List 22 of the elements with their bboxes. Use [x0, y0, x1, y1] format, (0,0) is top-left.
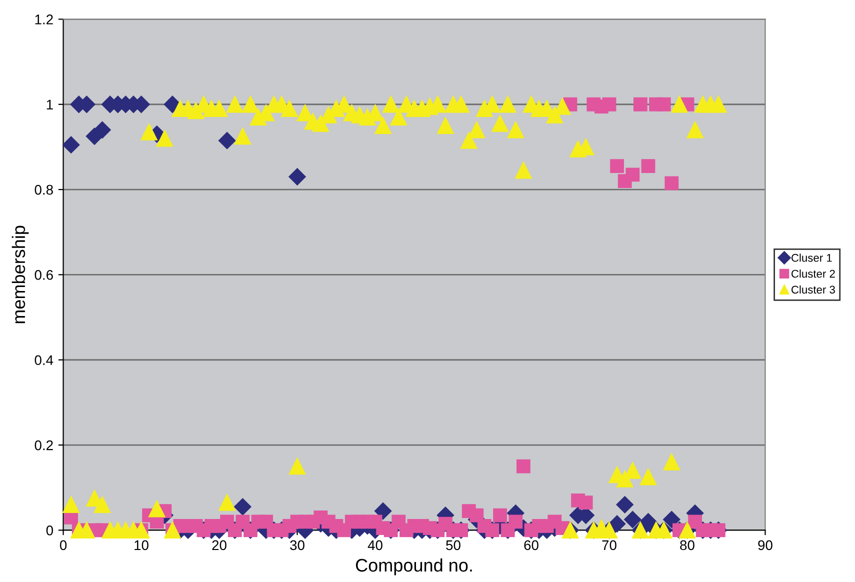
y-tick-label: 1 — [46, 100, 53, 110]
legend-label: Cluser 1 — [792, 254, 832, 262]
y-tick-label: 0.2 — [34, 440, 53, 450]
x-tick-label: 20 — [212, 540, 226, 550]
y-tick-label: 0.6 — [34, 270, 53, 280]
x-tick-label: 80 — [680, 540, 694, 550]
y-tick-label: 0 — [46, 526, 54, 536]
x-axis-title: Compound no. — [356, 558, 472, 576]
x-tick-label: 50 — [446, 540, 460, 550]
x-tick-label: 0 — [60, 540, 67, 550]
x-tick-label: 10 — [134, 540, 148, 550]
x-tick-label: 90 — [758, 540, 772, 550]
x-tick-label: 60 — [524, 540, 538, 550]
legend-label: Cluster 3 — [792, 285, 835, 294]
y-tick-label: 1.2 — [35, 14, 53, 24]
y-axis-title: membership — [12, 226, 29, 324]
legend-label: Cluster 2 — [792, 270, 835, 278]
x-tick-label: 70 — [602, 540, 616, 550]
x-tick-label: 30 — [290, 540, 304, 550]
x-tick-label: 40 — [368, 540, 382, 550]
y-tick-label: 0.8 — [34, 184, 53, 195]
y-tick-label: 0.4 — [34, 355, 54, 366]
